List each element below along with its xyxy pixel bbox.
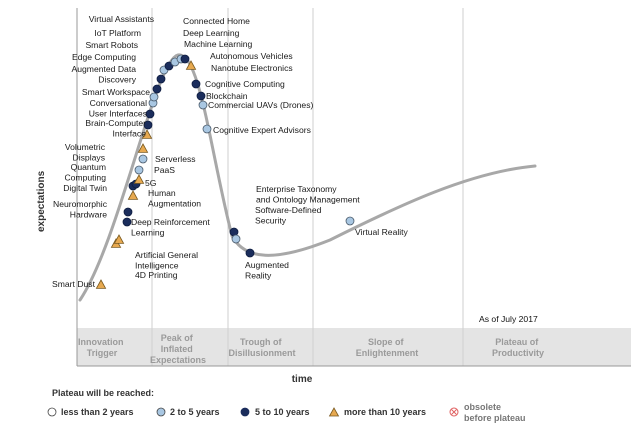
legend-label-5to10: 5 to 10 years xyxy=(255,407,310,417)
label-digital-twin: Digital Twin xyxy=(63,183,107,193)
marker-serverless-paas xyxy=(138,154,148,164)
label-neuromorphic-hardware: Neuromorphic Hardware xyxy=(53,199,108,220)
label-iot-platform: IoT Platform xyxy=(94,28,141,38)
marker-paas xyxy=(134,165,144,175)
marker-commercial-uavs-drones xyxy=(198,100,208,110)
marker-conversational-user-interfaces xyxy=(143,120,153,130)
marker-blockchain xyxy=(196,91,206,101)
label-commercial-uavs-drones: Commercial UAVs (Drones) xyxy=(208,100,314,110)
legend-marker-lt2 xyxy=(47,407,57,417)
legend: Plateau will be reached: less than 2 yea… xyxy=(47,388,526,423)
label-artificial-general-intelligence: Artificial General Intelligence xyxy=(135,250,198,271)
legend-label-lt2: less than 2 years xyxy=(61,407,134,417)
marker-software-defined-security xyxy=(231,234,241,244)
marker-augmented-reality xyxy=(245,248,255,258)
legend-label-obsolete: obsolete before plateau xyxy=(464,402,526,423)
marker-connected-home xyxy=(164,61,174,71)
marker-cognitive-computing xyxy=(191,79,201,89)
legend-marker-2to5 xyxy=(156,407,166,417)
label-augmented-reality: Augmented Reality xyxy=(245,260,289,281)
label-enterprise-taxonomy-and-ontology-management: Enterprise Taxonomy and Ontology Manageme… xyxy=(256,184,360,205)
label-brain-computer-interface: Brain-Computer Interface xyxy=(85,118,146,139)
marker-virtual-reality xyxy=(345,216,355,226)
legend-title: Plateau will be reached: xyxy=(52,388,154,398)
marker-volumetric-displays xyxy=(137,143,149,153)
label-smart-dust: Smart Dust xyxy=(52,279,96,289)
legend-marker-gt10 xyxy=(328,407,340,417)
marker-cognitive-expert-advisors xyxy=(202,124,212,134)
label-blockchain: Blockchain xyxy=(206,91,248,101)
label-smart-workspace: Smart Workspace xyxy=(82,87,150,97)
marker-smart-workspace xyxy=(145,109,155,119)
marker-smart-robots xyxy=(152,84,162,94)
legend-item-gt10: more than 10 years xyxy=(328,407,426,417)
marker-nanotube-electronics xyxy=(185,60,197,70)
label-paas: PaaS xyxy=(154,165,175,175)
label-deep-learning: Deep Learning xyxy=(183,28,240,38)
label-volumetric-displays: Volumetric Displays xyxy=(65,142,106,163)
label-virtual-reality: Virtual Reality xyxy=(355,227,409,237)
marker-edge-computing xyxy=(149,92,159,102)
marker-deep-reinforcement-learning xyxy=(122,217,132,227)
label-serverless-paas: Serverless xyxy=(155,154,196,164)
x-axis-title: time xyxy=(292,374,313,385)
marker-human-augmentation xyxy=(127,190,139,200)
legend-label-gt10: more than 10 years xyxy=(344,407,426,417)
marker-quantum-computing xyxy=(133,174,145,184)
phase-innovation: Innovation Trigger xyxy=(78,337,126,358)
legend-item-lt2: less than 2 years xyxy=(47,407,134,417)
marker-artificial-general-intelligence xyxy=(113,234,125,244)
phase-slope: Slope of Enlightenment xyxy=(356,337,419,358)
y-axis-title: expectations xyxy=(36,170,47,232)
label-edge-computing: Edge Computing xyxy=(72,52,136,62)
label-deep-reinforcement-learning: Deep Reinforcement Learning xyxy=(131,217,210,238)
legend-marker-5to10 xyxy=(240,407,250,417)
label-quantum-computing: Quantum Computing xyxy=(64,162,106,183)
label-augmented-data-discovery: Augmented Data Discovery xyxy=(72,64,137,85)
label-software-defined-security: Software-Defined Security xyxy=(255,205,322,226)
technology-marks xyxy=(95,54,355,289)
phase-plateau: Plateau of Productivity xyxy=(492,337,544,358)
marker-neuromorphic-hardware xyxy=(123,207,133,217)
legend-item-obsolete: obsolete before plateau xyxy=(449,402,526,423)
legend-item-2to5: 2 to 5 years xyxy=(156,407,220,417)
legend-item-5to10: 5 to 10 years xyxy=(240,407,310,417)
obsolete-cross-b xyxy=(451,409,457,415)
marker-iot-platform xyxy=(156,74,166,84)
label-machine-learning: Machine Learning xyxy=(184,39,253,49)
phase-trough: Trough of Disillusionment xyxy=(228,337,295,358)
label-virtual-assistants: Virtual Assistants xyxy=(89,14,154,24)
phase-bar xyxy=(77,328,631,366)
as-of-label: As of July 2017 xyxy=(479,314,538,324)
label-4d-printing: 4D Printing xyxy=(135,270,178,280)
legend-label-2to5: 2 to 5 years xyxy=(170,407,220,417)
label-cognitive-computing: Cognitive Computing xyxy=(205,79,285,89)
label-cognitive-expert-advisors: Cognitive Expert Advisors xyxy=(213,125,311,135)
label-human-augmentation: Human Augmentation xyxy=(148,188,201,209)
label-5g: 5G xyxy=(145,178,157,188)
marker-smart-dust xyxy=(95,279,107,289)
phase-dividers xyxy=(151,8,464,366)
label-connected-home: Connected Home xyxy=(183,16,250,26)
phase-peak: Peak of Inflated Expectations xyxy=(150,333,206,365)
label-nanotube-electronics: Nanotube Electronics xyxy=(211,63,293,73)
label-conversational-user-interfaces: Conversational User Interfaces xyxy=(89,98,147,119)
marker-brain-computer-interface xyxy=(141,129,153,139)
label-autonomous-vehicles: Autonomous Vehicles xyxy=(210,51,293,61)
label-smart-robots: Smart Robots xyxy=(85,40,138,50)
marker-autonomous-vehicles xyxy=(180,54,190,64)
hype-curve xyxy=(78,53,537,302)
